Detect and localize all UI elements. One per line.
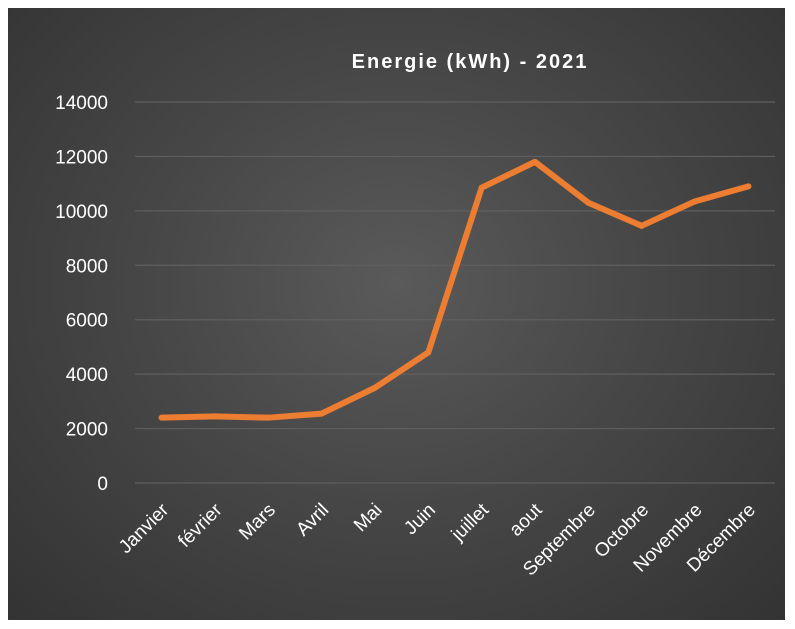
x-tick-label: aout: [506, 499, 548, 541]
data-point: [158, 414, 165, 421]
x-axis-tick-labels: Janvier février Mars Avril Mai Juin juillet aou…: [115, 499, 760, 580]
data-point: [372, 384, 378, 391]
y-tick-label: 14000: [55, 93, 108, 114]
chart-area: Energie (kWh) - 2021 0 2000 4000 6000 8000 10…: [8, 8, 785, 620]
x-tick-label: Avril: [292, 500, 333, 541]
y-tick-label: 10000: [55, 202, 108, 223]
x-tick-label: Janvier: [115, 499, 174, 558]
line-chart: Energie (kWh) - 2021 0 2000 4000 6000 8000 10…: [55, 51, 775, 580]
chart-title: Energie (kWh) - 2021: [352, 51, 589, 73]
data-point: [745, 183, 752, 190]
x-tick-label: Mars: [235, 500, 280, 545]
series-line: [158, 158, 752, 421]
y-tick-label: 6000: [66, 311, 108, 332]
data-point: [318, 410, 325, 417]
y-tick-label: 8000: [66, 256, 108, 277]
y-tick-label: 2000: [66, 420, 108, 441]
data-point: [532, 158, 538, 165]
x-tick-label: juillet: [447, 499, 494, 546]
data-point: [212, 413, 218, 420]
series-layer: [158, 158, 752, 421]
data-point: [585, 199, 592, 206]
data-point: [425, 349, 432, 356]
y-axis-tick-labels: 0 2000 4000 6000 8000 10000 12000 14000: [55, 93, 108, 495]
data-point: [478, 184, 485, 191]
data-point: [265, 414, 272, 421]
y-tick-label: 4000: [66, 365, 108, 386]
x-tick-label: Juin: [400, 500, 439, 539]
y-tick-label: 12000: [55, 147, 108, 168]
data-point: [638, 222, 645, 229]
x-tick-label: février: [174, 499, 227, 552]
data-point: [692, 198, 698, 205]
x-tick-label: Mai: [350, 500, 387, 537]
gridlines: [135, 101, 775, 484]
y-tick-label: 0: [97, 474, 108, 495]
